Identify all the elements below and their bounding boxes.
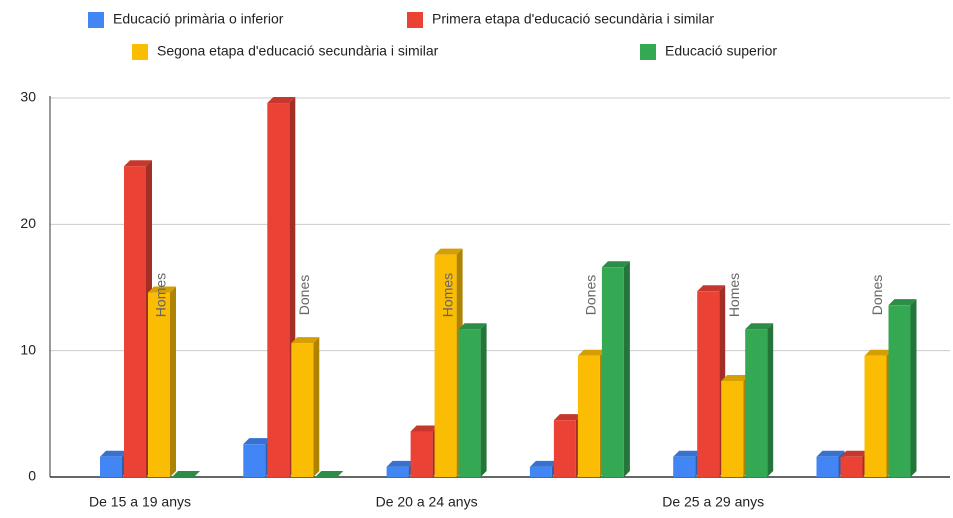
bar-top (291, 337, 320, 344)
legend-label: Primera etapa d'educació secundària i si… (432, 11, 714, 27)
bar (529, 466, 552, 477)
legend-label: Segona etapa d'educació secundària i sim… (157, 43, 439, 59)
bar-top (529, 460, 558, 467)
x-tick-label: De 25 a 29 anys (662, 494, 764, 510)
bar-top (673, 450, 702, 457)
bar (148, 292, 170, 477)
legend-swatch (640, 44, 656, 60)
bar (697, 291, 720, 477)
bar-top (553, 414, 582, 421)
group-label: Dones (869, 275, 885, 315)
bar-top (386, 460, 415, 467)
bar (434, 254, 457, 477)
bar-top (315, 471, 344, 477)
bar-top (864, 349, 893, 356)
bar-top (172, 471, 200, 477)
legend-label: Educació primària o inferior (113, 11, 284, 27)
bar-top (721, 374, 750, 381)
group-label: Homes (726, 273, 742, 317)
bar-top (697, 285, 726, 292)
bar (721, 380, 744, 477)
y-tick-label: 20 (20, 215, 36, 231)
bar (673, 456, 696, 477)
bar-top (840, 450, 869, 457)
bar-side (170, 286, 176, 477)
y-tick-label: 30 (20, 89, 36, 105)
bar-top (267, 97, 296, 104)
bar-top (124, 160, 152, 167)
bar (458, 329, 481, 477)
y-tick-label: 10 (20, 341, 36, 357)
y-tick-label: 0 (28, 468, 36, 484)
bar-side (623, 261, 630, 477)
bar-top (100, 450, 128, 457)
bar-top (601, 261, 630, 268)
bar-top (577, 349, 606, 356)
bar (267, 103, 290, 477)
bar (100, 456, 122, 477)
bar (601, 267, 624, 477)
bar-side (767, 323, 774, 477)
x-tick-label: De 20 a 24 anys (376, 494, 478, 510)
legend-swatch (88, 12, 104, 28)
bar (745, 329, 768, 477)
bar (816, 456, 839, 477)
bar-top (458, 323, 487, 330)
group-label: Homes (153, 273, 169, 317)
bar-top (410, 425, 439, 432)
bar-side (480, 323, 487, 477)
bar (577, 355, 600, 477)
bar (553, 420, 576, 477)
group-label: Dones (583, 275, 599, 315)
bar (386, 466, 409, 477)
bar-side (313, 337, 320, 477)
bar-top (434, 248, 463, 255)
bar (291, 343, 314, 477)
bar (888, 305, 911, 477)
bar (124, 166, 146, 477)
legend-label: Educació superior (665, 43, 777, 59)
bar (243, 444, 266, 477)
bar-top (816, 450, 845, 457)
bar-top (888, 299, 917, 306)
x-tick-label: De 15 a 19 anys (89, 494, 191, 510)
bar-side (910, 299, 917, 477)
bar-top (243, 438, 272, 445)
bar-top (148, 286, 176, 293)
bar (864, 355, 887, 477)
bar-top (745, 323, 774, 330)
group-label: Dones (296, 275, 312, 315)
legend-swatch (407, 12, 423, 28)
bar (410, 431, 433, 477)
legend-swatch (132, 44, 148, 60)
group-label: Homes (439, 273, 455, 317)
bar (840, 456, 863, 477)
